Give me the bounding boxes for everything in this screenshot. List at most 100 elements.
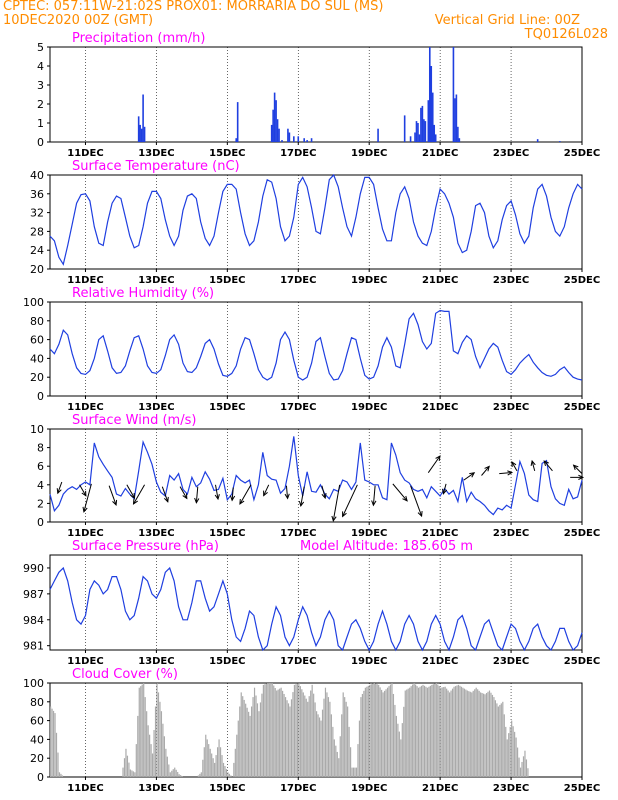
x-tick-label: 21DEC: [422, 656, 458, 667]
surface-wind-m-s-frame: [49, 428, 583, 523]
cloud-bar: [171, 770, 173, 777]
wind-vector: [511, 461, 518, 472]
cloud-bar: [274, 688, 276, 777]
cloud-bar: [228, 773, 231, 777]
surface-pressure-hpa-line: [49, 566, 583, 652]
cloud-bar: [175, 769, 177, 777]
cloud-bar: [264, 684, 266, 777]
wind-vector: [195, 486, 199, 503]
cloud-bar: [378, 684, 380, 777]
precip-bar: [423, 119, 425, 142]
cloud-bar: [296, 683, 298, 777]
cloud-bar: [55, 732, 58, 777]
relative-humidity-line: [49, 309, 583, 381]
cloud-bar: [428, 686, 430, 777]
cloud-bar: [345, 701, 347, 777]
wind-vector: [332, 484, 341, 521]
cloud-bar: [314, 702, 316, 777]
cloud-bar: [154, 706, 157, 777]
cloud-bar: [519, 767, 522, 777]
x-tick-label: 17DEC: [280, 148, 316, 159]
wind-arrowhead: [214, 494, 220, 501]
x-tick-label: 21DEC: [422, 275, 458, 286]
cloud-bar: [283, 693, 285, 777]
y-tick-label: 2: [37, 98, 44, 111]
cloud-bar: [262, 684, 264, 777]
precip-bar: [236, 102, 239, 142]
cloud-bar: [144, 697, 146, 777]
precip-bar: [433, 124, 436, 142]
cloud-bar: [432, 684, 434, 777]
precip-bar: [287, 128, 289, 142]
x-tick-label: 15DEC: [209, 275, 245, 286]
cloud-bar: [462, 687, 464, 777]
precip-bar: [559, 141, 561, 142]
cloud-bar: [279, 688, 281, 777]
cloud-bar: [273, 685, 275, 777]
cloud-bar: [209, 748, 211, 777]
precip-bar: [458, 138, 461, 142]
cloud-bar: [174, 767, 176, 777]
cloud-bar: [484, 694, 486, 777]
cloud-bar: [332, 726, 334, 777]
cloud-bar: [474, 689, 476, 777]
cloud-bar: [493, 697, 495, 777]
cloud-bar: [180, 775, 182, 777]
wind-arrowhead: [530, 459, 536, 466]
cloud-bar: [218, 739, 220, 777]
cloud-bar: [420, 685, 423, 777]
cloud-bar: [147, 725, 149, 777]
cloud-bar: [230, 775, 232, 777]
cloud-bar: [245, 703, 247, 777]
wind-arrowhead: [417, 511, 423, 518]
wind-vector: [372, 485, 376, 506]
cloud-bar: [367, 685, 369, 777]
precip-bar: [275, 100, 277, 142]
cloud-bar: [298, 683, 300, 777]
y-tick-label: 987: [23, 588, 44, 601]
cloud-bar: [477, 689, 479, 777]
y-tick-label: 20: [30, 263, 44, 276]
cloud-bar: [434, 683, 436, 777]
y-tick-label: 0: [37, 136, 44, 149]
cloud-bar: [342, 692, 344, 777]
cloud-bar: [403, 706, 405, 777]
precipitation-mm-h-frame: [49, 46, 583, 143]
cloud-bar: [494, 700, 497, 777]
precip-bar: [297, 136, 300, 142]
cloud-bar: [522, 756, 525, 777]
cloud-bar: [490, 692, 492, 777]
cloud-bar: [406, 689, 408, 777]
wind-vector: [133, 484, 146, 505]
cloud-bar: [323, 698, 325, 777]
precip-bar: [306, 140, 308, 142]
wind-arrowhead: [298, 500, 305, 508]
cloud-bar: [219, 747, 222, 777]
cloud-bar: [506, 739, 508, 777]
cloud-bar: [425, 686, 427, 777]
wind-arrowhead: [469, 472, 476, 478]
cloud-bar: [236, 734, 238, 777]
cloud-bar: [338, 758, 340, 777]
cloud-bar: [503, 714, 505, 777]
wind-vector: [410, 485, 423, 517]
cloud-bar: [505, 726, 507, 777]
cloud-bar: [524, 750, 526, 777]
precip-bar: [421, 105, 424, 142]
cloud-bar: [57, 752, 59, 777]
cloud-bar: [465, 689, 467, 777]
cloud-bar: [423, 685, 426, 777]
cloud-bar: [326, 692, 328, 777]
cloud-bar: [205, 734, 207, 777]
cloud-bar: [246, 707, 248, 777]
cloud-bar: [169, 772, 171, 777]
wind-arrowhead: [484, 465, 490, 472]
cloud-bar: [225, 769, 228, 777]
precip-bar: [427, 100, 430, 142]
cloud-bar: [443, 687, 445, 777]
cloud-bar: [172, 769, 174, 777]
cloud-bar: [216, 747, 219, 777]
cloud-bar: [50, 706, 52, 777]
cloud-bar: [256, 703, 259, 777]
cloud-bar: [302, 692, 304, 777]
